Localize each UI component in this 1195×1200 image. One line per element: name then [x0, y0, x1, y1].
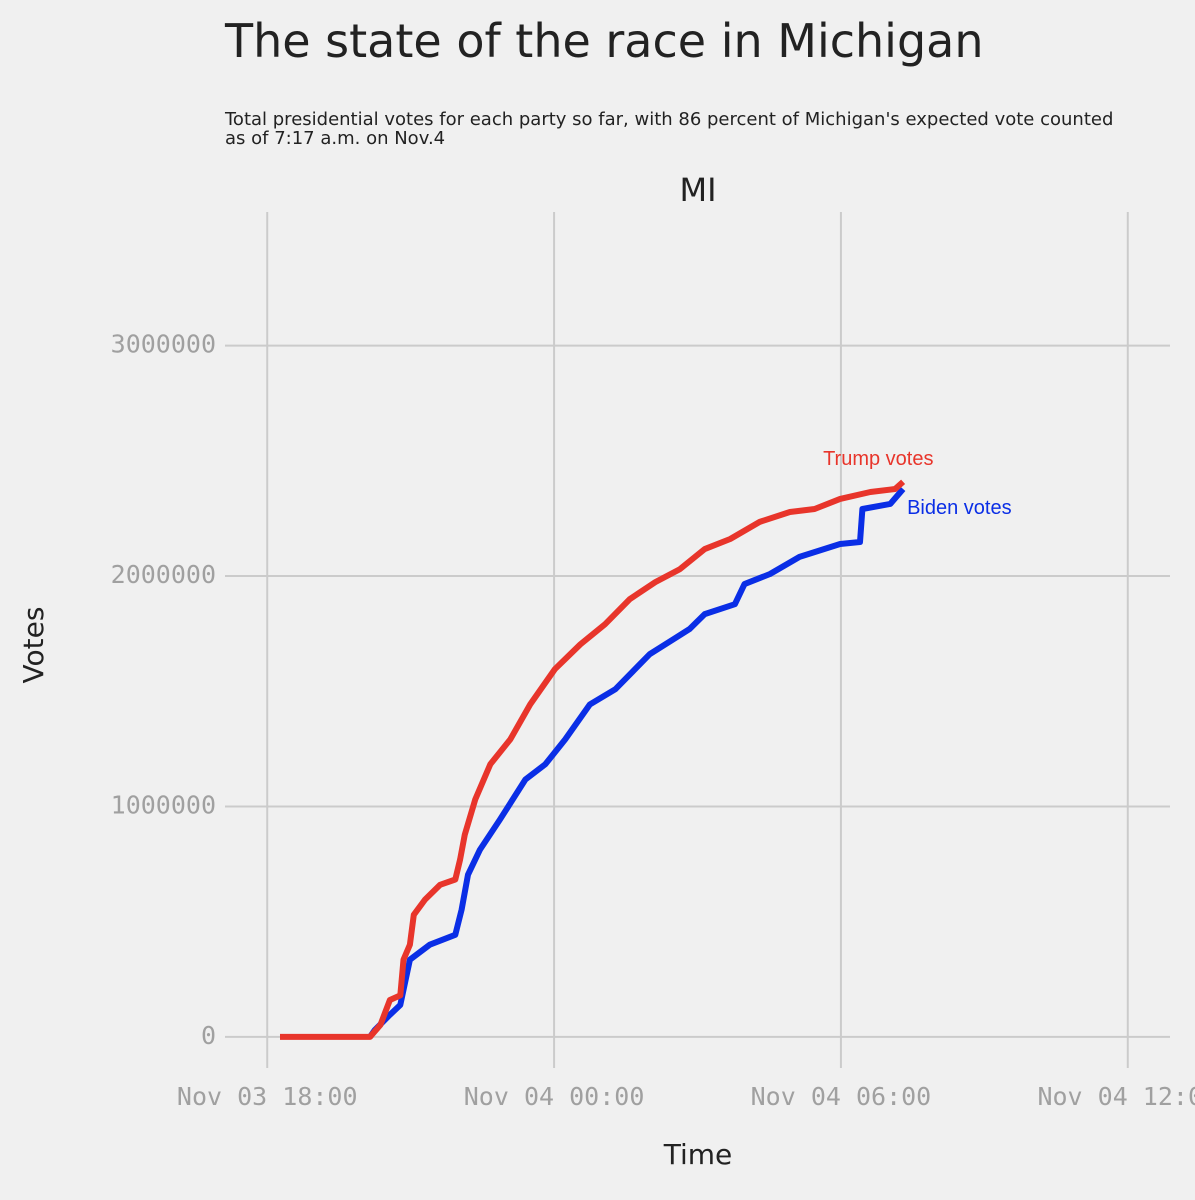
series-line — [367, 487, 906, 1039]
x-tick-label: Nov 04 00:00 — [464, 1082, 645, 1111]
series-label: Biden votes — [907, 497, 1012, 519]
y-tick-label: 0 — [201, 1021, 216, 1050]
y-tick-label: 1000000 — [111, 790, 216, 819]
chart-subtitle: Total presidential votes for each party … — [225, 109, 1114, 149]
series-line — [280, 479, 906, 1040]
series-label: Trump votes — [823, 448, 933, 470]
x-tick-label: Nov 04 12:00 — [1037, 1082, 1195, 1111]
y-axis-label: Votes — [17, 607, 50, 684]
chart-title: The state of the race in Michigan — [225, 14, 984, 68]
x-axis-label: Time — [663, 1138, 733, 1171]
facet-label: MI — [679, 171, 716, 209]
y-tick-label: 2000000 — [111, 560, 216, 589]
x-tick-label: Nov 04 06:00 — [751, 1082, 932, 1111]
x-tick-label: Nov 03 18:00 — [177, 1082, 358, 1111]
y-tick-label: 3000000 — [111, 330, 216, 359]
